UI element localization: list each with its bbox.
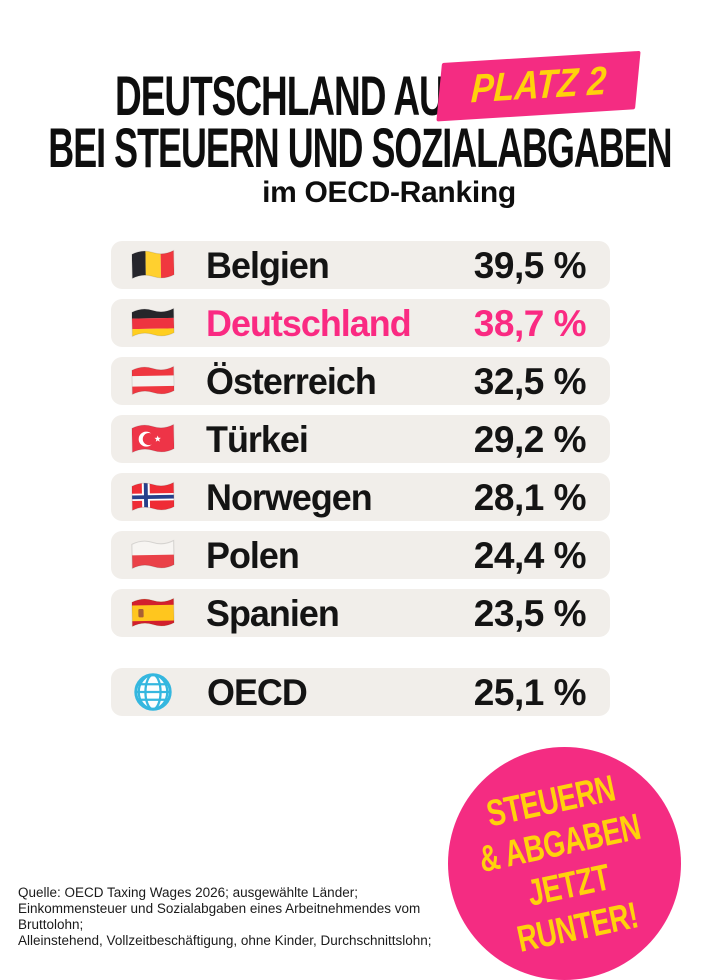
- ranking-row-tuerkei: Türkei 29,2 %: [111, 415, 610, 463]
- country-label: Norwegen: [206, 476, 373, 518]
- ranking-row-deutschland: Deutschland 38,7 %: [111, 299, 610, 347]
- value-label: 32,5 %: [473, 360, 587, 402]
- germany-waving-flag-icon: [130, 306, 177, 341]
- source-note: Quelle: OECD Taxing Wages 2026; ausgewäh…: [18, 885, 488, 949]
- ranking-row-polen: Polen 24,4 %: [111, 531, 610, 579]
- austria-waving-flag-icon: [130, 364, 177, 399]
- country-label: Deutschland: [206, 302, 412, 344]
- subtitle: im OECD-Ranking: [262, 176, 516, 209]
- norway-waving-flag-icon: [130, 480, 177, 515]
- value-label: 29,2 %: [473, 418, 587, 460]
- ranking-row-norwegen: Norwegen 28,1 %: [111, 473, 610, 521]
- platz-2-badge-label: PLATZ 2: [470, 58, 608, 112]
- country-label: Spanien: [206, 592, 340, 634]
- ranking-row-spanien: Spanien 23,5 %: [111, 589, 610, 637]
- title-line2: BEI STEUERN UND SOZIALABGABEN: [48, 116, 672, 179]
- platz-2-badge: PLATZ 2: [436, 50, 641, 122]
- ranking-list: Belgien 39,5 % Deutschland 38,7 %: [111, 241, 610, 726]
- value-label: 39,5 %: [473, 244, 587, 286]
- belgium-waving-flag-icon: [130, 248, 177, 283]
- source-line: Einkommensteuer und Sozialabgaben eines …: [18, 901, 421, 932]
- source-line: Quelle: OECD Taxing Wages 2026; ausgewäh…: [18, 885, 358, 900]
- ranking-row-oesterreich: Österreich 32,5 %: [111, 357, 610, 405]
- source-line: Alleinstehend, Vollzeitbeschäftigung, oh…: [18, 933, 432, 948]
- poland-waving-flag-icon: [130, 538, 177, 573]
- spain-waving-flag-icon: [130, 596, 177, 631]
- country-label: Österreich: [206, 360, 377, 402]
- globe-with-meridians-icon: [132, 671, 174, 713]
- country-label: Türkei: [206, 418, 309, 460]
- turkey-waving-flag-icon: [130, 422, 177, 457]
- ranking-row-oecd: OECD 25,1 %: [111, 668, 610, 716]
- value-label: 28,1 %: [473, 476, 587, 518]
- value-label: 24,4 %: [473, 534, 587, 576]
- campaign-sticker: STEUERN & ABGABEN JETZT RUNTER!: [448, 747, 681, 980]
- ranking-row-belgien: Belgien 39,5 %: [111, 241, 610, 289]
- title-line1: DEUTSCHLAND AUF: [115, 64, 467, 127]
- value-label: 38,7 %: [473, 302, 587, 344]
- value-label: 23,5 %: [473, 592, 587, 634]
- country-label: Polen: [206, 534, 300, 576]
- oecd-label: OECD: [207, 671, 308, 713]
- country-label: Belgien: [206, 244, 330, 286]
- oecd-value-label: 25,1 %: [473, 671, 587, 713]
